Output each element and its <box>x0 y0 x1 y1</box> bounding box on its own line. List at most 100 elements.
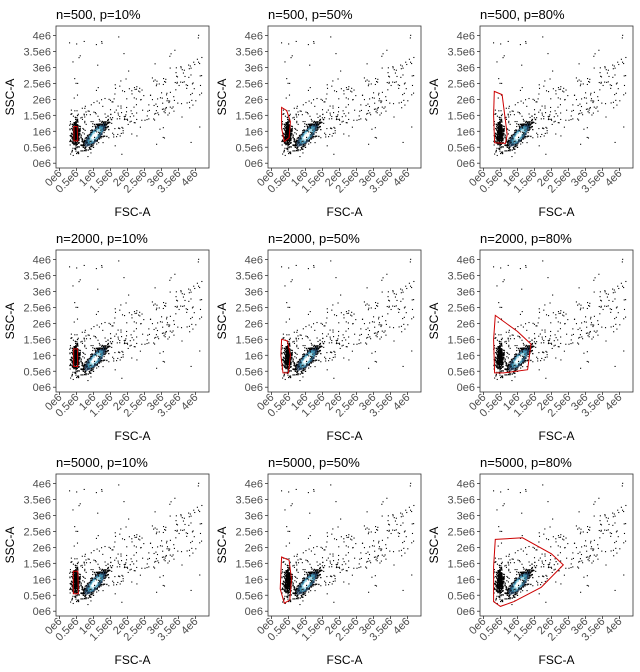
event-point <box>80 134 82 136</box>
event-point <box>122 127 124 129</box>
event-point <box>525 41 527 43</box>
event-point <box>302 130 304 132</box>
event-point <box>593 100 595 102</box>
event-point <box>557 115 559 117</box>
event-point <box>498 141 501 143</box>
event-point <box>306 133 308 136</box>
event-point <box>297 111 299 113</box>
event-point <box>172 106 174 108</box>
event-point <box>546 132 548 134</box>
event-point <box>99 124 102 126</box>
event-point <box>183 81 185 83</box>
event-point <box>293 144 295 146</box>
event-point <box>90 137 92 139</box>
event-point <box>308 128 311 130</box>
event-point <box>332 80 334 82</box>
event-point <box>284 124 286 126</box>
event-point <box>133 97 135 99</box>
event-point <box>314 129 317 132</box>
event-point <box>107 119 109 121</box>
event-point <box>320 121 322 123</box>
event-point <box>313 120 315 123</box>
event-point <box>522 131 524 133</box>
event-point <box>500 125 502 127</box>
event-point <box>71 361 73 363</box>
event-point <box>526 123 528 125</box>
event-point <box>389 102 391 104</box>
event-point <box>513 141 515 144</box>
event-point <box>575 77 577 79</box>
event-point <box>508 120 510 122</box>
event-point <box>289 134 291 136</box>
event-point <box>287 139 289 142</box>
event-point <box>528 129 530 132</box>
event-point <box>521 135 523 137</box>
event-point <box>303 129 305 131</box>
event-point <box>77 124 79 127</box>
event-point <box>290 146 292 148</box>
event-point <box>519 129 521 131</box>
event-point <box>292 150 294 152</box>
event-point <box>524 130 526 132</box>
event-point <box>339 119 341 121</box>
event-point <box>93 129 96 131</box>
event-point <box>512 146 514 149</box>
event-point <box>577 104 579 107</box>
event-point <box>579 85 581 87</box>
event-point <box>290 138 292 140</box>
event-point <box>162 83 164 86</box>
event-point <box>367 85 369 87</box>
event-point <box>73 353 76 355</box>
event-point <box>292 144 294 146</box>
event-point <box>385 96 387 98</box>
event-point <box>336 91 338 93</box>
event-point <box>356 119 358 121</box>
event-point <box>96 131 98 133</box>
event-point <box>318 126 320 128</box>
event-point <box>315 127 317 129</box>
event-point <box>308 139 310 141</box>
event-point <box>286 127 288 129</box>
event-point <box>531 125 533 128</box>
event-point <box>92 135 94 137</box>
event-point <box>528 125 531 127</box>
event-point <box>514 137 516 139</box>
event-point <box>373 97 375 99</box>
event-point <box>522 133 525 136</box>
event-point <box>133 115 135 117</box>
event-point <box>331 115 333 118</box>
event-point <box>524 131 526 134</box>
event-point <box>498 137 501 140</box>
event-point <box>352 99 354 101</box>
event-point <box>621 37 623 39</box>
event-point <box>311 133 313 136</box>
event-point <box>287 128 290 131</box>
event-point <box>306 136 308 138</box>
event-point <box>109 117 111 119</box>
event-point <box>84 107 86 109</box>
event-point <box>313 131 315 133</box>
event-point <box>312 129 314 131</box>
event-point <box>113 136 115 138</box>
event-point <box>370 83 372 85</box>
event-point <box>108 128 110 131</box>
event-point <box>305 123 308 126</box>
event-point <box>404 104 406 106</box>
event-point <box>309 127 311 129</box>
event-point <box>98 132 100 134</box>
event-point <box>528 113 530 115</box>
event-point <box>296 140 298 142</box>
event-point <box>533 117 535 119</box>
event-point <box>515 138 518 140</box>
event-point <box>498 123 501 125</box>
event-point <box>519 123 521 125</box>
event-point <box>107 119 109 122</box>
event-point <box>311 126 313 128</box>
event-point <box>580 80 582 82</box>
event-point <box>313 127 315 129</box>
event-point <box>82 150 84 152</box>
event-point <box>285 143 287 145</box>
event-point <box>99 344 101 346</box>
event-point <box>90 355 92 358</box>
event-point <box>153 118 155 120</box>
